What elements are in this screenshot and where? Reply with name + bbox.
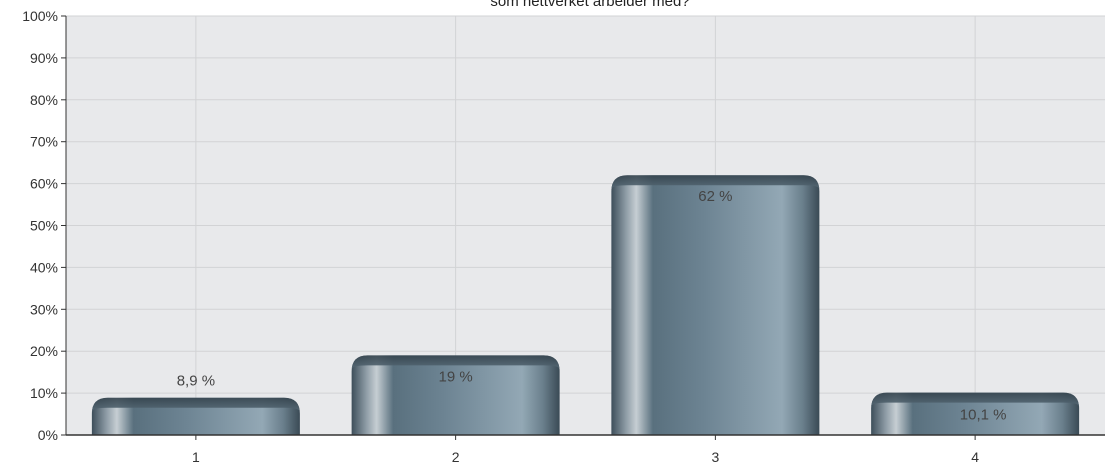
x-tick-label: 3 [711, 449, 719, 465]
axes [61, 15, 1105, 440]
bar [871, 392, 1080, 435]
bar-cap [611, 175, 820, 192]
y-tick-label: 30% [30, 301, 58, 317]
x-tick-label: 4 [971, 449, 979, 465]
bar-cap [871, 392, 1080, 409]
bars [91, 175, 1080, 435]
y-tick-label: 40% [30, 259, 58, 275]
bar-cap [351, 355, 560, 372]
grid-lines [66, 15, 1105, 435]
bar [91, 397, 300, 435]
bar [351, 355, 560, 435]
y-tick-label: 70% [30, 134, 58, 150]
bar-body [871, 392, 1080, 435]
bar-cap [91, 397, 300, 414]
bar-body [611, 175, 820, 435]
data-label: 62 % [698, 188, 732, 205]
data-label: 8,9 % [177, 373, 215, 390]
y-tick-label: 90% [30, 50, 58, 66]
y-tick-label: 20% [30, 343, 58, 359]
data-label: 10,1 % [960, 407, 1007, 424]
x-tick-label: 2 [452, 449, 460, 465]
bar [611, 175, 820, 435]
x-tick-label: 1 [192, 449, 200, 465]
bar-body [351, 355, 560, 435]
y-tick-label: 10% [30, 385, 58, 401]
labels: 0% 10% 20% 30% 40% 50% 60% 70% 80% 90% 100% 1 2 3 4 8,9… [22, 8, 1006, 465]
chart-title: som nettverket arbeider med? [490, 0, 689, 10]
data-label: 19 % [439, 368, 473, 385]
y-tick-label: 80% [30, 92, 58, 108]
y-tick-label: 50% [30, 218, 58, 234]
y-tick-label: 100% [22, 8, 58, 24]
y-tick-label: 60% [30, 176, 58, 192]
y-tick-label: 0% [38, 427, 58, 443]
